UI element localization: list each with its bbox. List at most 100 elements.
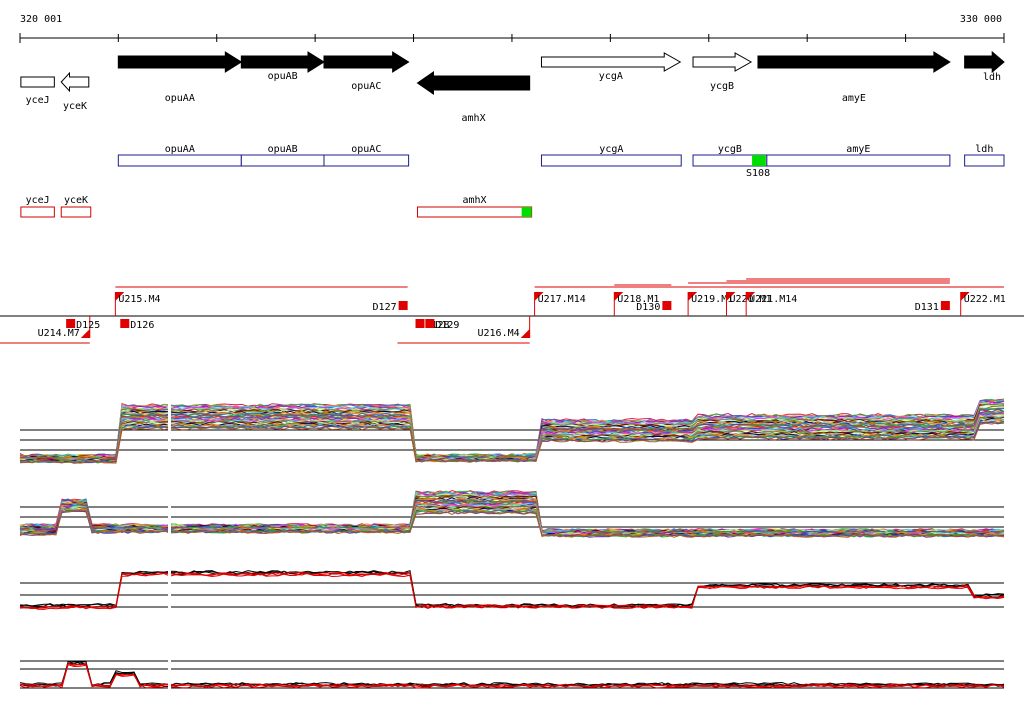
gene-arrow-ycgA[interactable] xyxy=(540,52,682,72)
segment-label-U214.M7: U214.M7 xyxy=(38,328,80,339)
expression-panel-3 xyxy=(19,562,1005,625)
segment-start-flag[interactable] xyxy=(726,292,736,301)
expression-series xyxy=(19,571,1005,608)
operon-minus-amhX[interactable] xyxy=(416,206,533,218)
segment-label-U216.M4: U216.M4 xyxy=(478,328,520,339)
segment-label-U217.M14: U217.M14 xyxy=(538,294,586,305)
gene-label-ycgB: ycgB xyxy=(710,81,734,92)
segment-start-flag[interactable] xyxy=(115,292,125,301)
operon-plus-opuAC[interactable] xyxy=(323,154,410,167)
segment-label-U215.M4: U215.M4 xyxy=(118,294,160,305)
ruler-start-label: 320 001 xyxy=(20,14,62,25)
gene-arrow-opuAA[interactable] xyxy=(117,51,243,73)
operon-marker xyxy=(521,207,532,217)
segment-start-flag[interactable] xyxy=(614,292,624,301)
segment-start-flag[interactable] xyxy=(520,329,530,338)
operon-plus-label-ycgB: ycgB xyxy=(718,144,742,155)
gene-arrow-amyE[interactable] xyxy=(757,51,951,73)
panel-gap xyxy=(168,645,171,700)
operon-plus-label-opuAB: opuAB xyxy=(268,144,298,155)
expression-series xyxy=(19,572,1005,610)
site-label-S108: S108 xyxy=(746,168,770,179)
gene-label-amyE: amyE xyxy=(842,93,866,104)
gene-label-opuAB: opuAB xyxy=(268,71,298,82)
gene-label-yceK: yceK xyxy=(63,101,87,112)
expression-panel-1 xyxy=(19,395,1005,465)
segment-end-label-D130: D130 xyxy=(636,302,660,313)
operon-plus-amyE[interactable] xyxy=(766,154,951,167)
operon-plus-opuAB[interactable] xyxy=(240,154,325,167)
gene-label-ycgA: ycgA xyxy=(599,71,623,82)
gene-label-opuAA: opuAA xyxy=(165,93,195,104)
operon-plus-label-ldh: ldh xyxy=(975,144,993,155)
expression-panel-2 xyxy=(19,478,1005,545)
operon-plus-label-opuAA: opuAA xyxy=(165,144,195,155)
gene-track: yceJ yceK opuAA opuAB opuAC amhX ycgA ycgB amyE l… xyxy=(20,50,1005,124)
segment-end-label-D128: D128 xyxy=(426,320,450,331)
gene-label-yceJ: yceJ xyxy=(26,95,50,106)
expression-series xyxy=(19,421,1005,464)
expression-series xyxy=(19,405,1005,460)
expression-panels xyxy=(19,395,1005,700)
segment-label-U220.M1: U220.M1 xyxy=(729,294,771,305)
segment-end-label-D125: D125 xyxy=(76,320,100,331)
segment-end-label-D126: D126 xyxy=(130,320,154,331)
panel-gap xyxy=(168,562,171,625)
operon-plus-opuAA[interactable] xyxy=(117,154,242,167)
segment-start-flag[interactable] xyxy=(534,292,544,301)
panel-gap xyxy=(168,478,171,545)
expression-series xyxy=(19,660,1005,687)
operon-minus-yceJ[interactable] xyxy=(20,206,55,218)
ruler-end-label: 330 000 xyxy=(960,14,1002,25)
segment-start-flag[interactable] xyxy=(746,292,756,301)
expression-series xyxy=(19,421,1005,464)
operon-minus-yceK[interactable] xyxy=(60,206,92,218)
gene-arrow-opuAC[interactable] xyxy=(323,51,410,73)
gene-arrow-ycgB[interactable] xyxy=(692,52,753,72)
operon-plus-track: opuAA opuAB opuAC ycgA ycgB amyE ldh S108 xyxy=(117,144,1005,179)
gene-label-ldh: ldh xyxy=(983,72,1001,83)
segment-start-flag[interactable] xyxy=(960,292,970,301)
operon-plus-label-ycgA: ycgA xyxy=(599,144,623,155)
segment-end-box[interactable] xyxy=(662,301,672,310)
segment-start-flag[interactable] xyxy=(80,329,90,338)
segment-end-label-D131: D131 xyxy=(915,302,939,313)
gene-arrow-opuAB[interactable] xyxy=(240,51,325,73)
gene-arrow-ldh[interactable] xyxy=(964,50,1005,74)
panel-gap xyxy=(168,395,171,465)
gene-label-opuAC: opuAC xyxy=(351,81,381,92)
operon-minus-label-yceJ: yceJ xyxy=(26,195,50,206)
segment-track: U215.M4 U217.M14 U218.M1 U219.M1U220.M1U221… xyxy=(0,278,1024,344)
segment-end-box[interactable] xyxy=(66,319,76,328)
segment-label-U221.M14: U221.M14 xyxy=(749,294,797,305)
site-marker-S108[interactable] xyxy=(752,155,766,166)
gene-arrow-yceJ[interactable] xyxy=(20,76,55,88)
expression-series xyxy=(19,509,1005,538)
operon-plus-label-opuAC: opuAC xyxy=(351,144,381,155)
expression-series xyxy=(19,662,1004,688)
segment-start-flag[interactable] xyxy=(688,292,698,301)
segment-label-U218.M1: U218.M1 xyxy=(617,294,659,305)
segment-label-U222.M1: U222.M1 xyxy=(964,294,1006,305)
operon-plus-ycgA[interactable] xyxy=(540,154,682,167)
expression-series xyxy=(19,661,1004,686)
segment-end-box[interactable] xyxy=(415,319,425,328)
segment-end-box[interactable] xyxy=(398,301,408,310)
expression-panel-4 xyxy=(19,645,1005,700)
gene-label-amhX: amhX xyxy=(462,113,486,124)
segment-end-box[interactable] xyxy=(120,319,130,328)
expression-series xyxy=(19,570,1005,608)
segment-label-U219.M1: U219.M1 xyxy=(691,294,733,305)
operon-plus-label-amyE: amyE xyxy=(846,144,870,155)
expression-series xyxy=(19,571,1005,609)
gene-arrow-amhX[interactable] xyxy=(416,71,531,95)
expression-series xyxy=(19,663,1005,689)
gene-arrow-yceK[interactable] xyxy=(60,71,90,93)
expression-series xyxy=(19,661,1005,688)
segment-end-box[interactable] xyxy=(940,301,950,310)
segment-end-box[interactable] xyxy=(425,319,435,328)
expression-series xyxy=(19,572,1005,610)
operon-plus-ldh[interactable] xyxy=(964,154,1005,167)
